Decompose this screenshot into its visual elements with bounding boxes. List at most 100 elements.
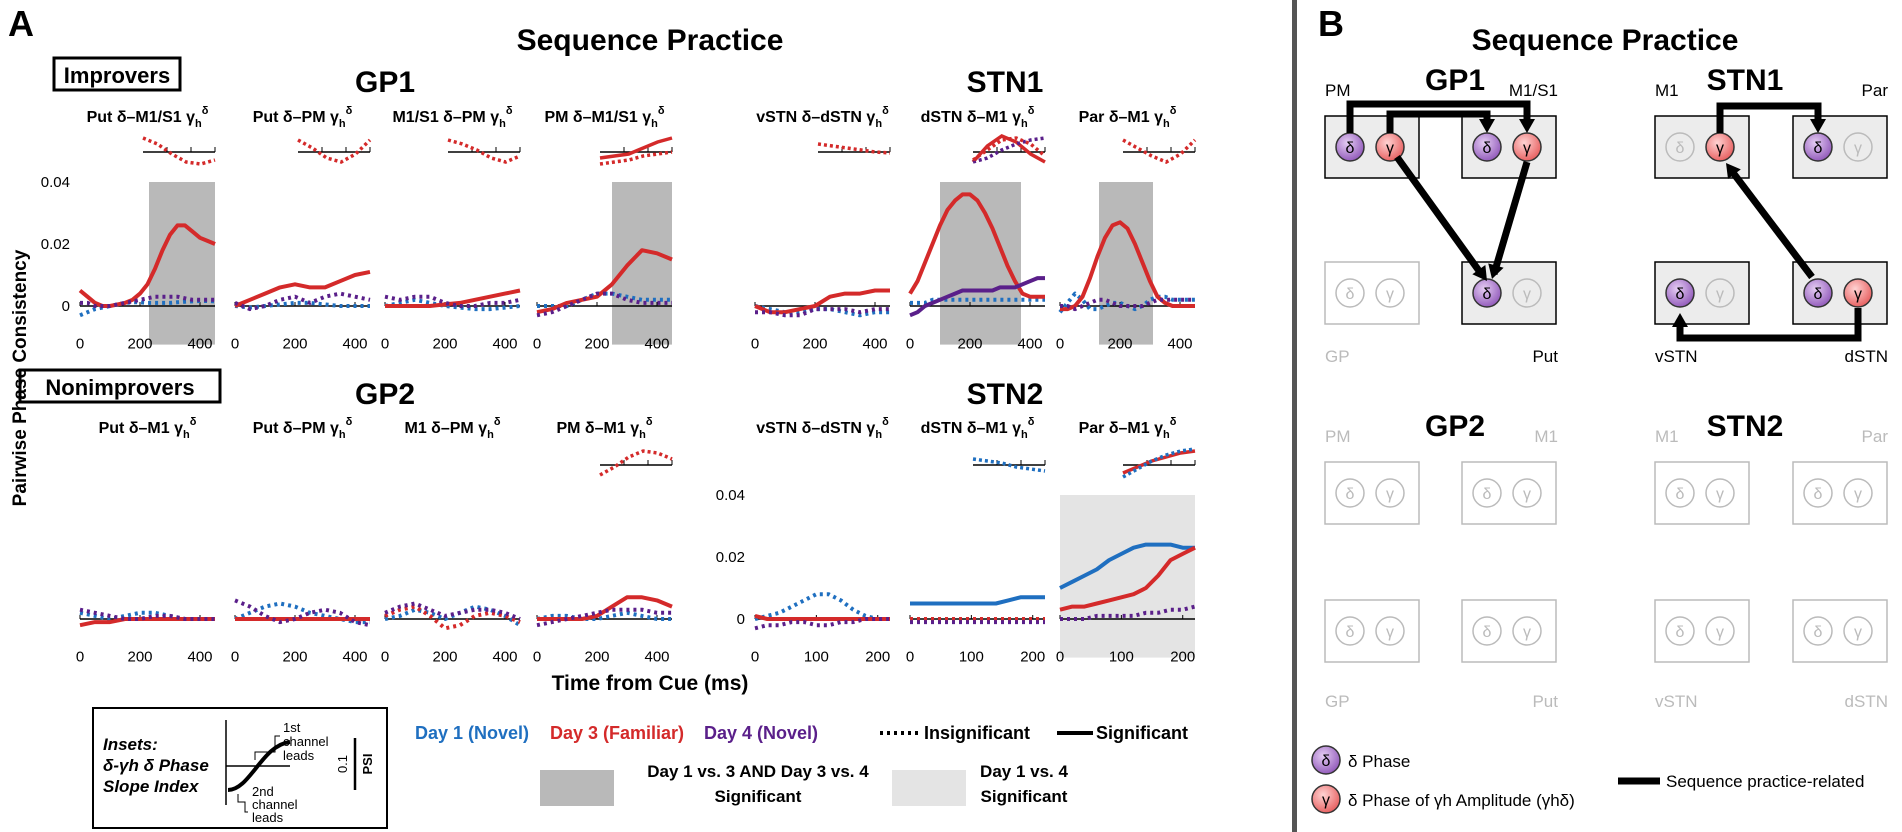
delta-symbol: δ xyxy=(1676,140,1685,157)
region-title-gp2: GP2 xyxy=(355,378,415,411)
region-title-stn2: STN2 xyxy=(967,378,1044,411)
gamma-node xyxy=(1843,132,1873,162)
series-line xyxy=(908,192,1045,299)
inset-series xyxy=(297,138,372,164)
delta-symbol: δ xyxy=(1346,286,1355,303)
delta-node xyxy=(1472,478,1502,508)
region-label: GP xyxy=(1325,347,1350,366)
inset-legend-box xyxy=(92,707,388,829)
series-line xyxy=(1059,545,1196,612)
legend-light-text: Day 1 vs. 4 xyxy=(980,762,1068,781)
series-line xyxy=(910,297,1045,305)
gamma-symbol: γ xyxy=(1854,624,1862,641)
connection-m1-par xyxy=(1716,102,1822,133)
x-tick-label: 400 xyxy=(862,336,887,353)
inset-series xyxy=(142,136,216,166)
x-tick-label: 200 xyxy=(957,336,982,353)
inset-series xyxy=(972,457,1046,473)
delta-symbol: δ xyxy=(1676,624,1685,641)
x-tick-label: 200 xyxy=(1020,649,1045,666)
delta-node xyxy=(1665,616,1695,646)
series-line xyxy=(909,276,1045,318)
chart-title: Put δ–PM γhδ xyxy=(253,416,353,441)
gamma-node xyxy=(1843,616,1873,646)
region-label: GP xyxy=(1325,692,1350,711)
x-tick-label: 400 xyxy=(342,336,367,353)
region-title-gp1: GP1 xyxy=(355,66,415,99)
series-line xyxy=(1060,220,1195,312)
gamma-node xyxy=(1705,616,1735,646)
x-tick-label: 200 xyxy=(282,336,307,353)
series-line xyxy=(234,300,370,310)
legend-gamma-symbol: γ xyxy=(1322,792,1330,809)
region-box xyxy=(1461,599,1557,663)
series-line xyxy=(385,288,521,308)
inset-series xyxy=(599,136,673,160)
second-leads-1: 2nd xyxy=(252,784,274,799)
chart-title: Put δ–M1 γhδ xyxy=(99,416,197,441)
chart-panel: Par δ–M1 γhδ 0 100 200 xyxy=(1056,416,1196,666)
region-box xyxy=(1654,599,1750,663)
nonimprovers-label: Nonimprovers xyxy=(45,375,194,400)
series-line xyxy=(234,269,371,308)
region-label: dSTN xyxy=(1845,347,1888,366)
x-tick-label: 0 xyxy=(231,649,239,666)
y-axis-label: Pairwise Phase Consistency xyxy=(10,249,31,506)
chart-panel: PM δ–M1/S1 γhδ 0 200 400 xyxy=(533,105,673,353)
inset-series xyxy=(447,138,521,164)
delta-symbol: δ xyxy=(1346,624,1355,641)
y-tick-label: 0.04 xyxy=(716,487,745,504)
gamma-node xyxy=(1512,478,1542,508)
legend-light-suffix: Significant xyxy=(981,787,1068,806)
region-label: Put xyxy=(1532,347,1558,366)
psi-scale-value: 0.1 xyxy=(335,755,350,773)
region-box xyxy=(1324,599,1420,663)
x-tick-label: 200 xyxy=(282,649,307,666)
x-tick-label: 400 xyxy=(492,649,517,666)
series-line xyxy=(80,294,215,308)
arrow-head xyxy=(1810,119,1826,133)
chart-panel: Put δ–PM γhδ 0 200 400 xyxy=(231,105,372,353)
series-line xyxy=(536,610,672,621)
legend-day4: Day 4 (Novel) xyxy=(704,723,818,743)
region-box xyxy=(1324,261,1420,325)
region-label: vSTN xyxy=(1655,347,1698,366)
series-line xyxy=(536,607,672,628)
series-line xyxy=(234,601,370,625)
y-tick-label: 0 xyxy=(737,611,745,628)
legend-delta-marker xyxy=(1311,745,1341,775)
region-label: M1 xyxy=(1534,427,1558,446)
series-line xyxy=(754,592,890,621)
delta-symbol: δ xyxy=(1483,286,1492,303)
chart-title: Put δ–PM γhδ xyxy=(253,105,353,130)
significance-shade xyxy=(149,182,215,345)
delta-symbol: δ xyxy=(1814,624,1823,641)
panel-b-title: Sequence Practice xyxy=(1472,24,1739,57)
series-line xyxy=(1060,604,1196,621)
legend-light-shade xyxy=(892,770,966,806)
panel-a-title: Sequence Practice xyxy=(517,24,784,57)
x-tick-label: 400 xyxy=(644,336,669,353)
second-leads-bracket xyxy=(237,794,248,813)
inset-line-2: δ-γh δ Phase xyxy=(103,756,209,775)
gamma-symbol: γ xyxy=(1716,140,1724,157)
series-line xyxy=(384,601,521,621)
first-leads-1: 1st xyxy=(283,720,301,735)
diagram-title: GP1 xyxy=(1425,64,1485,97)
chart-title: Par δ–M1 γhδ xyxy=(1079,416,1177,441)
legend-delta-symbol: δ xyxy=(1322,753,1331,770)
series-line xyxy=(1059,542,1195,590)
gamma-symbol: γ xyxy=(1523,486,1531,503)
inset-series xyxy=(817,142,891,155)
chart-title: M1 δ–PM γhδ xyxy=(404,416,500,441)
x-tick-label: 200 xyxy=(127,336,152,353)
region-label: Par xyxy=(1862,81,1889,100)
region-title-stn1: STN1 xyxy=(967,66,1044,99)
chart-title: M1/S1 δ–PM γhδ xyxy=(392,105,512,130)
psi-scale-unit: PSI xyxy=(360,754,375,775)
